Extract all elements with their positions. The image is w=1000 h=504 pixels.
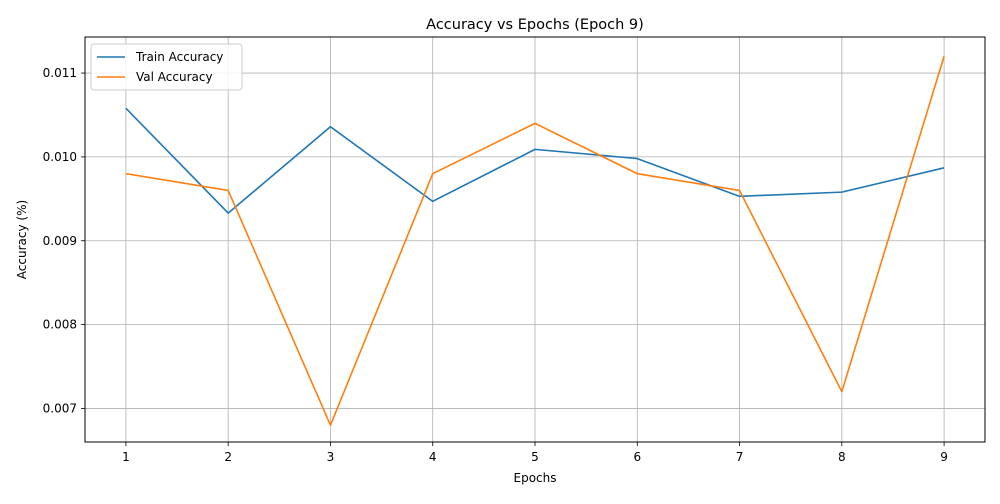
- x-tick-label: 9: [940, 450, 948, 464]
- x-tick-label: 8: [838, 450, 846, 464]
- legend-label: Train Accuracy: [135, 50, 223, 64]
- x-tick-label: 7: [736, 450, 744, 464]
- y-tick-label: 0.010: [43, 150, 77, 164]
- y-tick-label: 0.011: [43, 66, 77, 80]
- x-axis: 1 2 3 4 5 6 7 8 9: [122, 442, 948, 464]
- x-tick-label: 6: [633, 450, 641, 464]
- x-tick-label: 2: [224, 450, 232, 464]
- x-tick-label: 4: [429, 450, 437, 464]
- legend-label: Val Accuracy: [136, 70, 213, 84]
- x-tick-label: 5: [531, 450, 539, 464]
- y-tick-label: 0.008: [43, 318, 77, 332]
- series-lines: [125, 56, 945, 427]
- y-axis: 0.007 0.008 0.009 0.010 0.011: [43, 66, 85, 415]
- series-line-train-accuracy: [125, 107, 945, 214]
- chart-title: Accuracy vs Epochs (Epoch 9): [426, 17, 644, 33]
- x-tick-label: 1: [122, 450, 130, 464]
- grid: [85, 37, 985, 442]
- legend: Train Accuracy Val Accuracy: [90, 43, 243, 91]
- series-line-val-accuracy: [125, 56, 945, 427]
- x-tick-label: 3: [327, 450, 335, 464]
- y-tick-label: 0.007: [43, 401, 77, 415]
- x-axis-label: Epochs: [514, 471, 557, 485]
- legend-box: [90, 43, 243, 91]
- y-tick-label: 0.009: [43, 234, 77, 248]
- y-axis-label: Accuracy (%): [15, 200, 29, 279]
